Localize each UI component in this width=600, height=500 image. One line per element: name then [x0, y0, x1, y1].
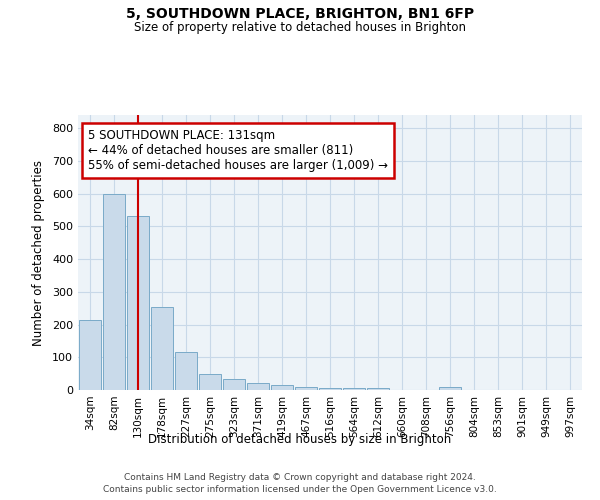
Bar: [295, 388, 317, 390]
Text: Contains public sector information licensed under the Open Government Licence v3: Contains public sector information licen…: [103, 485, 497, 494]
Text: 5 SOUTHDOWN PLACE: 131sqm
← 44% of detached houses are smaller (811)
55% of semi: 5 SOUTHDOWN PLACE: 131sqm ← 44% of detac…: [88, 128, 388, 172]
Bar: [223, 379, 245, 390]
Text: Size of property relative to detached houses in Brighton: Size of property relative to detached ho…: [134, 21, 466, 34]
Text: 5, SOUTHDOWN PLACE, BRIGHTON, BN1 6FP: 5, SOUTHDOWN PLACE, BRIGHTON, BN1 6FP: [126, 8, 474, 22]
Bar: [439, 388, 461, 390]
Bar: [367, 388, 389, 390]
Bar: [343, 388, 365, 390]
Bar: [127, 216, 149, 390]
Bar: [247, 384, 269, 390]
Bar: [319, 388, 341, 390]
Bar: [151, 306, 173, 390]
Bar: [79, 320, 101, 390]
Text: Contains HM Land Registry data © Crown copyright and database right 2024.: Contains HM Land Registry data © Crown c…: [124, 472, 476, 482]
Bar: [271, 385, 293, 390]
Bar: [199, 374, 221, 390]
Text: Distribution of detached houses by size in Brighton: Distribution of detached houses by size …: [148, 432, 452, 446]
Y-axis label: Number of detached properties: Number of detached properties: [32, 160, 45, 346]
Bar: [175, 352, 197, 390]
Bar: [103, 194, 125, 390]
